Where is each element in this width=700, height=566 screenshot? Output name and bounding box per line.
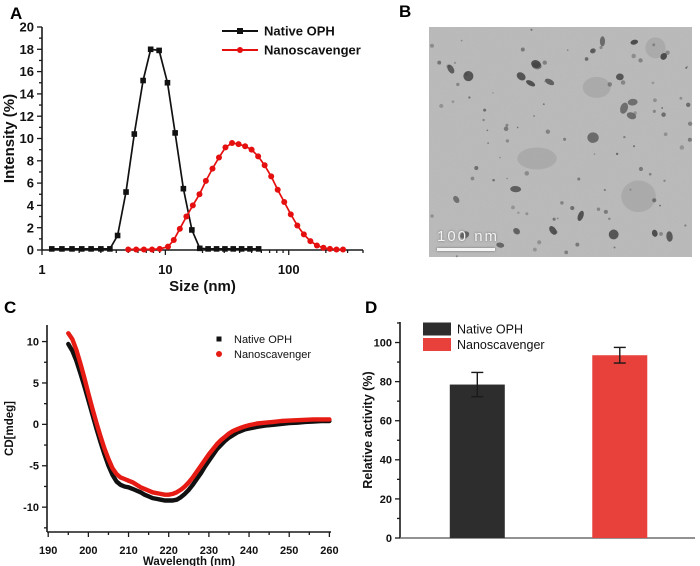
x-axis-title: Size (nm) [169,278,236,295]
x-axis-title: Wavelength (nm) [143,556,235,566]
svg-text:14: 14 [20,86,35,101]
svg-text:10: 10 [20,131,34,146]
svg-text:10: 10 [27,336,39,348]
series-nanoscavenger [66,331,332,497]
panel-c-label: C [4,298,17,317]
legend: Native OPH Nanoscavenger [423,322,545,352]
panel-c: C 190 200 210 220 230 240 250 260 -10 -5 0 5 10 Wavel… [0,295,360,566]
bars [449,346,648,538]
svg-text:12: 12 [20,109,34,124]
svg-text:80: 80 [380,376,392,388]
panel-a: A 1 10 100 0 2 4 6 8 10 12 14 16 18 20 Size (nm) Intens… [0,0,380,300]
svg-text:4: 4 [27,198,35,213]
svg-text:Nanoscavenger: Nanoscavenger [264,43,361,58]
y-axis-title: Intensity (%) [1,94,18,183]
panel-d: D 0 20 40 60 80 100 Relative activity (%) Nativ… [360,295,700,566]
legend: Native OPH Nanoscavenger [216,334,311,361]
svg-text:230: 230 [200,545,218,557]
svg-text:18: 18 [20,42,34,57]
svg-text:250: 250 [280,545,298,557]
svg-text:190: 190 [39,545,57,557]
svg-text:220: 220 [160,545,178,557]
svg-text:100: 100 [374,337,392,349]
svg-text:-10: -10 [23,502,39,514]
panel-a-label: A [10,4,23,23]
y-axis-title: CD[mdeg] [4,401,16,456]
svg-text:16: 16 [20,64,34,79]
svg-text:40: 40 [380,455,392,467]
svg-text:6: 6 [27,176,34,191]
series-nanoscavenger [125,139,347,253]
error-bar [471,371,484,398]
svg-text:240: 240 [240,545,258,557]
scalebar: 100 nm [437,228,499,251]
scalebar-line [437,248,495,251]
svg-text:1: 1 [38,262,45,277]
svg-text:5: 5 [33,378,39,390]
svg-text:2: 2 [27,220,34,235]
svg-text:0: 0 [33,419,39,431]
svg-text:210: 210 [119,545,137,557]
svg-text:Native OPH: Native OPH [264,24,335,39]
scalebar-label: 100 nm [437,228,500,245]
svg-text:0: 0 [27,243,34,258]
svg-text:0: 0 [386,533,392,545]
tem-texture [429,27,693,258]
size-distribution-chart: 1 10 100 0 2 4 6 8 10 12 14 16 18 20 Size (nm) Intensit… [1,20,364,295]
panel-d-label: D [365,298,378,317]
series-native-oph [48,46,262,252]
svg-text:8: 8 [27,153,34,168]
error-bar [613,346,626,364]
svg-text:Native OPH: Native OPH [457,322,523,336]
svg-text:200: 200 [79,545,97,557]
cd-spectra-chart: 190 200 210 220 230 240 250 260 -10 -5 0 5 10 Wavelen… [4,325,339,566]
panel-b: B [380,0,700,290]
tem-micrograph: 100 nm [429,27,693,258]
svg-text:60: 60 [380,416,392,428]
panel-b-label: B [399,2,412,21]
svg-text:Nanoscavenger: Nanoscavenger [457,338,545,352]
axes: 0 20 40 60 80 100 Relative activity (%) [361,322,695,545]
legend: Native OPH Nanoscavenger [222,24,361,58]
axes: 190 200 210 220 230 240 250 260 -10 -5 0 5 10 Wavelen… [4,325,339,566]
svg-text:10: 10 [158,262,172,277]
bar-nanoscavenger [592,355,648,538]
svg-text:-5: -5 [29,461,39,473]
tem-particles [429,28,693,258]
axes: 1 10 100 0 2 4 6 8 10 12 14 16 18 20 Size (nm) Intensit… [1,20,364,295]
relative-activity-chart: 0 20 40 60 80 100 Relative activity (%) Native … [361,322,695,545]
svg-text:Native OPH: Native OPH [234,334,292,346]
svg-text:Nanoscavenger: Nanoscavenger [234,349,311,361]
svg-text:20: 20 [20,20,34,35]
svg-text:260: 260 [320,545,338,557]
bar-native-oph [449,384,505,538]
svg-text:20: 20 [380,494,392,506]
svg-text:100: 100 [278,262,300,277]
tem-grain [429,27,692,257]
y-axis-title: Relative activity (%) [361,371,375,488]
